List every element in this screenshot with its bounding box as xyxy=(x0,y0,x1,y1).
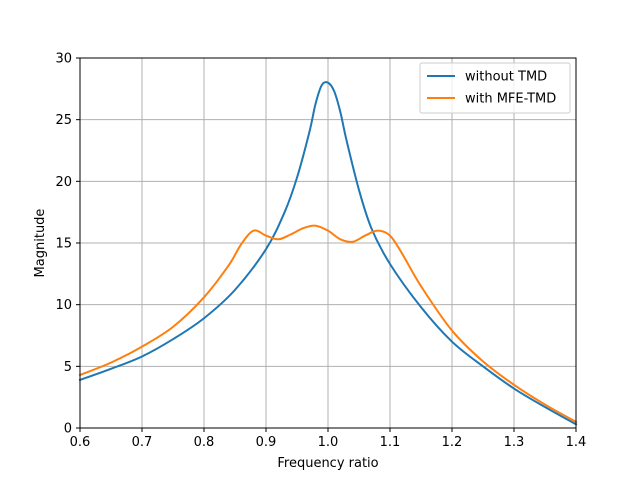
legend: without TMD with MFE-TMD xyxy=(419,62,571,114)
legend-label-with-mfe-tmd: with MFE-TMD xyxy=(465,92,556,107)
x-axis-ticks: 0.6 0.7 0.8 0.9 1.0 1.1 1.2 1.3 1.4 xyxy=(70,428,587,450)
y-axis-ticks: 0 5 10 15 20 25 30 xyxy=(55,52,80,437)
x-tick-label: 1.2 xyxy=(442,435,463,450)
y-tick-label: 0 xyxy=(64,422,72,437)
x-tick-label: 1.1 xyxy=(380,435,401,450)
x-tick-label: 1.4 xyxy=(566,435,587,450)
y-tick-label: 20 xyxy=(55,175,72,190)
x-tick-label: 0.6 xyxy=(70,435,91,450)
series-line-without-tmd xyxy=(78,81,578,426)
legend-box xyxy=(419,62,571,114)
y-tick-label: 5 xyxy=(64,360,72,375)
y-tick-label: 10 xyxy=(55,298,72,313)
x-tick-label: 0.8 xyxy=(194,435,215,450)
y-tick-label: 30 xyxy=(55,52,72,67)
x-tick-label: 0.9 xyxy=(256,435,277,450)
legend-label-without-tmd: without TMD xyxy=(465,70,547,85)
y-tick-label: 25 xyxy=(55,113,72,128)
y-axis-label: Magnitude xyxy=(33,209,48,278)
x-tick-label: 1.3 xyxy=(504,435,525,450)
series-line-with-mfe-tmd xyxy=(78,224,578,424)
x-axis-label: Frequency ratio xyxy=(277,456,378,471)
y-tick-label: 15 xyxy=(55,237,72,252)
x-tick-label: 0.7 xyxy=(132,435,153,450)
series-lines xyxy=(78,81,578,426)
x-tick-label: 1.0 xyxy=(318,435,339,450)
